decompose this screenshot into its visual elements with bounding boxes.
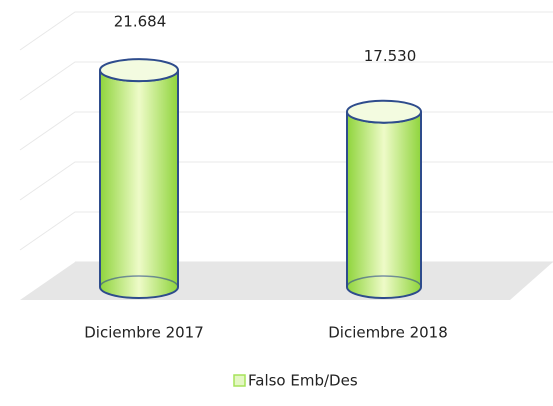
grid-line	[19, 61, 553, 101]
legend-swatch	[233, 374, 246, 387]
cylinder-base	[99, 275, 179, 288]
cylinder-top	[99, 58, 179, 83]
cylinder	[346, 111, 422, 299]
cylinder	[99, 69, 179, 299]
cylinder-top	[346, 99, 422, 124]
data-label: 21.684	[114, 13, 167, 31]
x-tick-label: Diciembre 2017	[84, 324, 204, 342]
cylinder-base	[346, 275, 422, 288]
x-tick-label: Diciembre 2018	[328, 324, 448, 342]
data-label: 17.530	[364, 47, 417, 65]
legend-label: Falso Emb/Des	[248, 372, 358, 390]
grid-line	[19, 11, 553, 51]
